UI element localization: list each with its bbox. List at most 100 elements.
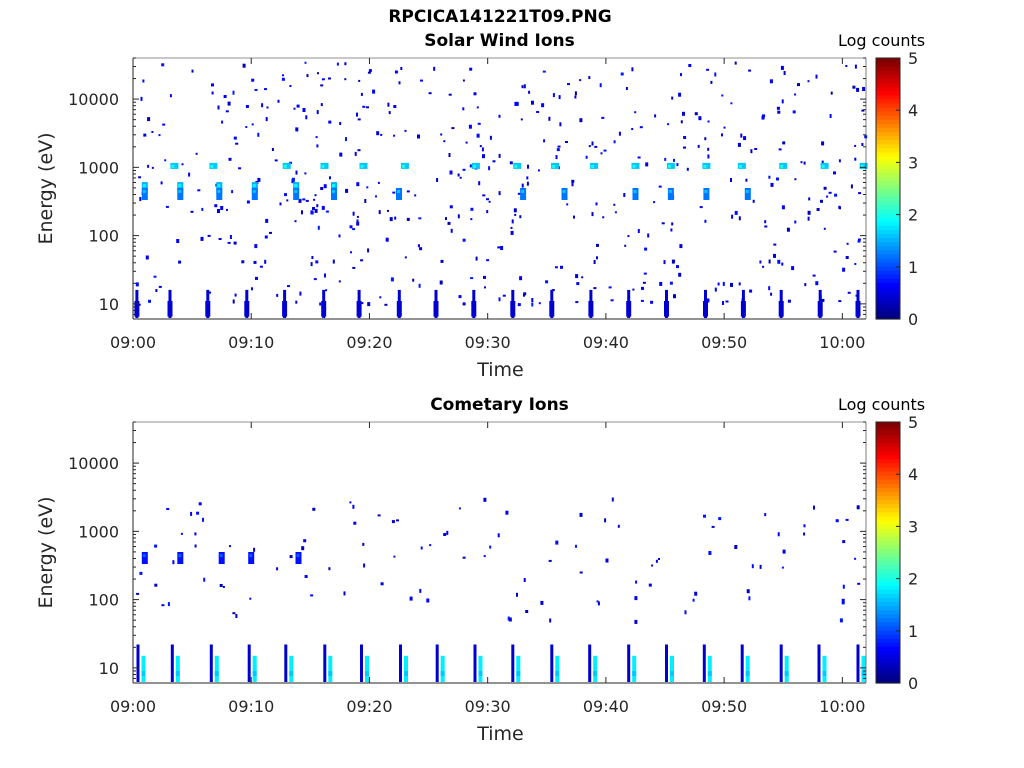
colorbar-tick-label: 0 xyxy=(908,674,918,693)
band-cell xyxy=(175,655,180,682)
scatter-cell xyxy=(556,148,560,152)
scatter-cell xyxy=(752,199,755,203)
scatter-cell xyxy=(683,136,687,139)
scatter-cell xyxy=(856,87,860,92)
band-cell xyxy=(205,301,211,317)
scatter-cell xyxy=(579,118,583,123)
colorbar-step xyxy=(876,196,900,202)
scatter-cell xyxy=(514,213,517,216)
scatter-cell xyxy=(780,65,784,70)
colorbar-step xyxy=(876,94,900,100)
scatter-cell xyxy=(336,62,339,66)
colorbar-step xyxy=(876,265,900,271)
scatter-cell xyxy=(470,207,474,211)
colorbar-step xyxy=(876,454,900,460)
colorbar-step xyxy=(876,617,900,623)
y-tick-label: 10000 xyxy=(68,454,119,473)
band-cell xyxy=(251,188,258,200)
scatter-cell xyxy=(379,296,382,299)
band-cell xyxy=(670,671,674,676)
scatter-cell xyxy=(748,69,752,72)
scatter-cell xyxy=(372,89,376,94)
colorbar-step xyxy=(876,135,900,141)
scatter-cell xyxy=(768,175,771,179)
colorbar-step xyxy=(876,155,900,161)
scatter-cell xyxy=(803,524,806,528)
band-cell xyxy=(593,671,598,676)
scatter-cell xyxy=(462,79,465,82)
scatter-cell xyxy=(362,105,366,108)
scatter-cell xyxy=(842,267,846,272)
scatter-cell xyxy=(703,514,706,518)
scatter-cell xyxy=(398,81,401,85)
band-cell xyxy=(670,655,674,682)
scatter-cell xyxy=(417,244,420,248)
scatter-cell xyxy=(393,105,397,108)
scatter-cell xyxy=(527,164,529,169)
scatter-cell xyxy=(246,200,250,204)
scatter-cell xyxy=(841,602,845,605)
band-cell xyxy=(632,188,639,200)
scatter-cell xyxy=(249,597,252,600)
scatter-cell xyxy=(468,124,472,129)
band-cell xyxy=(248,552,255,564)
band-cell xyxy=(283,164,287,168)
scatter-cell xyxy=(169,94,172,98)
scatter-cell xyxy=(232,612,236,615)
scatter-cell xyxy=(521,183,524,188)
scatter-cell xyxy=(770,292,773,296)
scatter-cell xyxy=(392,191,396,194)
scatter-cell xyxy=(815,281,819,286)
scatter-cell xyxy=(679,244,683,249)
scatter-cell xyxy=(232,90,235,95)
scatter-cell xyxy=(507,616,510,621)
band-cell xyxy=(332,190,335,193)
colorbar-step xyxy=(876,217,900,222)
scatter-cell xyxy=(235,614,238,618)
scatter-cell xyxy=(367,302,371,307)
colorbar-step xyxy=(876,670,900,676)
scatter-cell xyxy=(457,214,460,219)
x-tick-label: 09:00 xyxy=(110,697,156,716)
band-cell xyxy=(396,188,402,200)
scatter-cell xyxy=(596,600,599,603)
colorbar-step xyxy=(876,184,900,190)
scatter-cell xyxy=(368,69,372,73)
colorbar-step xyxy=(876,115,900,120)
scatter-cell xyxy=(519,276,523,281)
scatter-cell xyxy=(180,532,183,535)
scatter-cell xyxy=(862,87,866,91)
scatter-cell xyxy=(289,555,293,559)
colorbar-step xyxy=(876,82,900,88)
scatter-cell xyxy=(357,118,361,121)
scatter-cell xyxy=(136,592,140,595)
colorbar-step xyxy=(876,499,900,505)
colorbar-step xyxy=(876,225,900,230)
scatter-cell xyxy=(462,168,466,171)
scatter-cell xyxy=(841,598,845,603)
scatter-cell xyxy=(596,243,599,247)
scatter-cell xyxy=(286,199,289,202)
scatter-cell xyxy=(683,146,686,149)
scatter-cell xyxy=(357,149,361,152)
scatter-cell xyxy=(329,176,331,180)
scatter-cell xyxy=(571,182,574,187)
scatter-cell xyxy=(349,501,352,504)
band-cell xyxy=(516,655,521,682)
scatter-cell xyxy=(591,212,594,217)
colorbar-step xyxy=(876,564,900,570)
scatter-cell xyxy=(852,85,856,89)
colorbar-step xyxy=(876,642,900,647)
scatter-cell xyxy=(153,275,157,278)
scatter-cell xyxy=(745,178,748,182)
scatter-cell xyxy=(808,197,811,201)
scatter-cell xyxy=(694,591,698,596)
y-tick-label: 100 xyxy=(88,591,119,610)
scatter-cell xyxy=(223,95,227,98)
band-cell xyxy=(473,644,477,682)
scatter-cell xyxy=(470,218,473,221)
band-cell xyxy=(632,671,637,676)
scatter-cell xyxy=(502,294,506,297)
colorbar-step xyxy=(876,446,900,452)
band-cell xyxy=(141,188,148,200)
